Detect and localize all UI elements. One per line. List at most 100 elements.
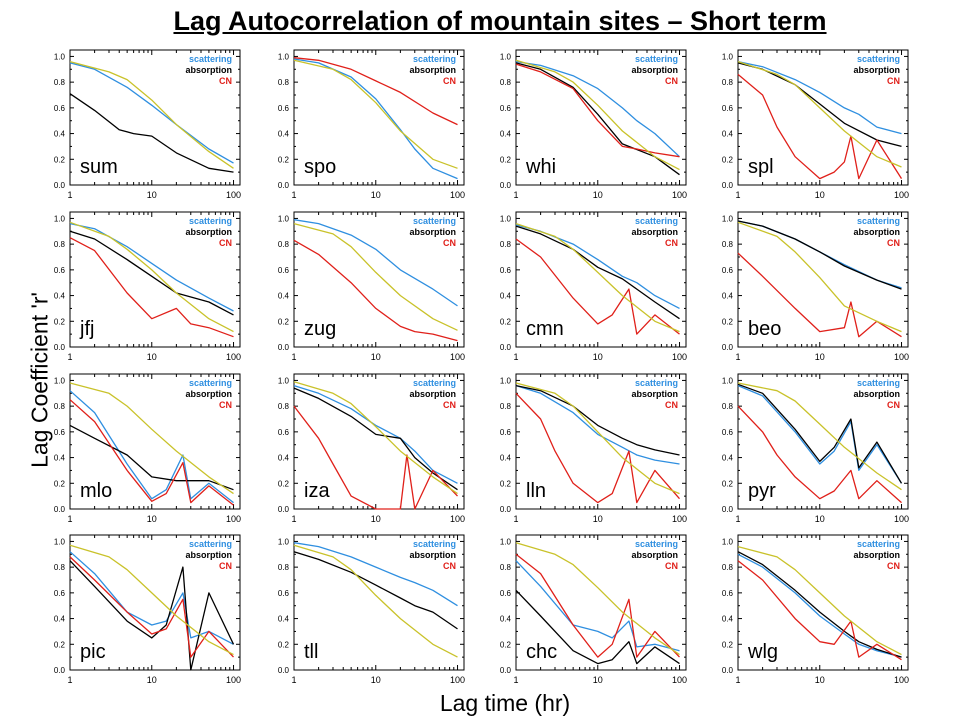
site-label: lln: [526, 480, 546, 502]
legend-entry-absorption: absorption: [632, 65, 679, 75]
x-tick-label: 100: [450, 675, 465, 685]
series-line-CN: [737, 252, 902, 338]
legend-entry-CN: CN: [219, 76, 232, 86]
legend-entry-absorption: absorption: [632, 389, 679, 399]
panel-frame: [515, 534, 687, 671]
y-tick-label: 0.2: [54, 479, 66, 488]
series-line-CN: [737, 73, 903, 180]
series-line-CN: [69, 399, 234, 506]
site-label: cmn: [526, 318, 564, 340]
series-line-absorption: [515, 384, 680, 456]
site-label: wlg: [747, 641, 778, 663]
panel-frame: [293, 211, 465, 348]
x-tick-label: 10: [371, 675, 381, 685]
legend-entry-CN: CN: [219, 238, 232, 248]
panel-wlg: 0.0 0.2 0.4 0.6 0.8 1.0 1 10 100 scatteringabsorp…: [722, 534, 909, 685]
x-tick-label: 10: [371, 352, 381, 362]
y-tick-label: 0.6: [500, 428, 512, 437]
panel-frame: [515, 373, 687, 510]
panel-frame: [69, 211, 241, 348]
series-line-unlabeled: [293, 59, 458, 169]
y-tick-label: 0.0: [722, 666, 734, 675]
y-tick-label: 0.8: [722, 78, 734, 87]
legend-entry-CN: CN: [887, 76, 900, 86]
x-tick-label: 100: [894, 190, 909, 200]
panel-spo: 0.0 0.2 0.4 0.6 0.8 1.0 1 10 100 scatteringabsorp…: [278, 49, 465, 200]
x-tick-label: 100: [894, 352, 909, 362]
panel-beo: 0.0 0.2 0.4 0.6 0.8 1.0 1 10 100 scatteringabsorp…: [722, 211, 909, 362]
y-tick-label: 0.2: [500, 640, 512, 649]
series-line-CN: [515, 63, 680, 158]
y-tick-label: 1.0: [278, 52, 290, 61]
y-tick-label: 0.8: [500, 402, 512, 411]
y-tick-label: 0.2: [54, 317, 66, 326]
x-tick-label: 1: [67, 352, 72, 362]
y-tick-label: 0.4: [278, 615, 290, 624]
series-line-scattering: [515, 384, 680, 465]
series-line-absorption: [515, 225, 680, 320]
series-line-unlabeled: [69, 544, 234, 656]
panel-mlo: 0.0 0.2 0.4 0.6 0.8 1.0 1 10 100 scatteringabsorp…: [54, 373, 241, 524]
y-tick-label: 0.4: [500, 130, 512, 139]
panel-frame: [515, 211, 687, 348]
x-tick-label: 1: [513, 352, 518, 362]
series-line-CN: [293, 405, 458, 510]
y-tick-label: 0.0: [54, 343, 66, 352]
y-tick-label: 0.6: [54, 266, 66, 275]
y-tick-label: 1.0: [278, 537, 290, 546]
series-line-unlabeled: [293, 544, 458, 658]
legend-entry-absorption: absorption: [854, 227, 901, 237]
panel-jfj: 0.0 0.2 0.4 0.6 0.8 1.0 1 10 100 scatteringabsorp…: [54, 211, 241, 362]
legend-entry-CN: CN: [665, 561, 678, 571]
series-line-scattering: [515, 560, 680, 652]
site-label: mlo: [80, 480, 112, 502]
legend-entry-CN: CN: [443, 400, 456, 410]
series-line-CN: [737, 560, 902, 661]
y-tick-label: 0.2: [278, 317, 290, 326]
legend-entry-absorption: absorption: [410, 227, 457, 237]
x-tick-label: 10: [371, 514, 381, 524]
y-tick-label: 0.2: [722, 479, 734, 488]
y-tick-label: 0.4: [722, 292, 734, 301]
legend-entry-scattering: scattering: [635, 54, 678, 64]
y-tick-label: 0.6: [722, 428, 734, 437]
y-tick-label: 0.6: [722, 104, 734, 113]
x-tick-label: 10: [593, 352, 603, 362]
legend-entry-CN: CN: [219, 400, 232, 410]
series-line-absorption: [737, 220, 902, 290]
y-tick-label: 1.0: [722, 214, 734, 223]
y-tick-label: 0.8: [500, 78, 512, 87]
y-tick-label: 0.4: [278, 130, 290, 139]
x-tick-label: 100: [226, 514, 241, 524]
y-tick-label: 0.6: [500, 104, 512, 113]
series-line-unlabeled: [293, 222, 458, 331]
y-tick-label: 0.6: [54, 104, 66, 113]
x-tick-label: 1: [735, 352, 740, 362]
x-tick-label: 100: [450, 352, 465, 362]
y-tick-label: 0.4: [500, 454, 512, 463]
y-tick-label: 0.8: [278, 240, 290, 249]
series-line-absorption: [737, 383, 903, 484]
y-tick-label: 1.0: [722, 52, 734, 61]
y-tick-label: 0.0: [54, 181, 66, 190]
site-label: tll: [304, 641, 318, 663]
series-line-scattering: [69, 551, 234, 645]
series-line-scattering: [69, 222, 234, 312]
legend-entry-CN: CN: [887, 238, 900, 248]
x-tick-label: 100: [672, 675, 687, 685]
legend-entry-absorption: absorption: [854, 550, 901, 560]
y-tick-label: 1.0: [500, 214, 512, 223]
series-line-absorption: [737, 551, 902, 658]
y-tick-label: 0.4: [500, 292, 512, 301]
y-tick-label: 0.0: [54, 666, 66, 675]
site-label: chc: [526, 641, 557, 663]
x-tick-label: 100: [672, 514, 687, 524]
x-tick-label: 10: [815, 190, 825, 200]
y-tick-label: 0.4: [722, 454, 734, 463]
panel-sum: 0.0 0.2 0.4 0.6 0.8 1.0 1 10 100 scatteringabsorp…: [54, 49, 241, 200]
series-line-unlabeled: [69, 221, 234, 333]
legend-entry-scattering: scattering: [635, 539, 678, 549]
y-tick-label: 0.6: [278, 428, 290, 437]
legend-entry-scattering: scattering: [857, 54, 900, 64]
